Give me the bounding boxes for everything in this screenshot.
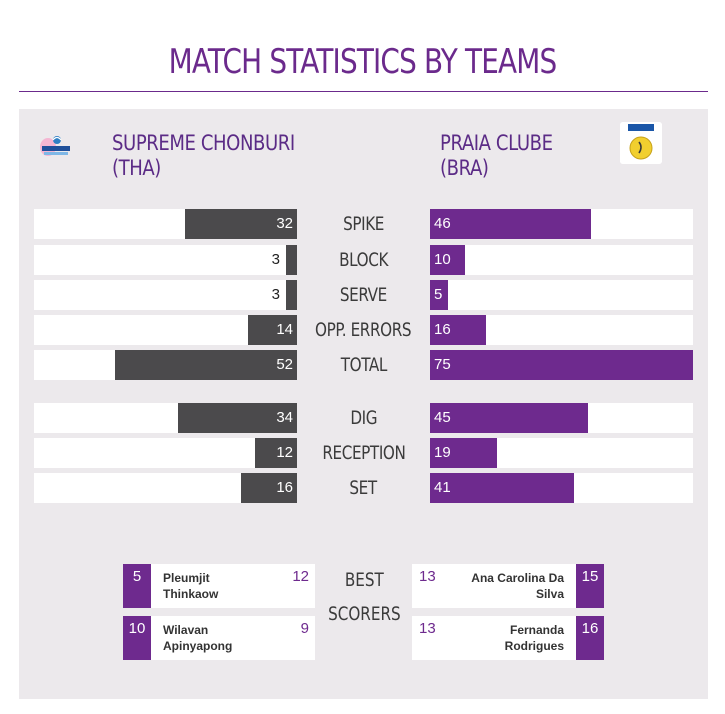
best-scorer-left-2: 10 Wilavan Apinyapong 9 (123, 616, 315, 660)
scorer-points: 13 (419, 568, 436, 585)
stat-row-dig: 34 45 DIG (34, 403, 693, 433)
bar-right (430, 403, 588, 433)
bar-left (286, 245, 297, 275)
category-label: TOTAL (297, 350, 430, 380)
team-left-name-line1: SUPREME CHONBURI (112, 131, 295, 155)
bar-left (241, 473, 297, 503)
value-label-right: 75 (434, 356, 451, 373)
bar-right (430, 315, 486, 345)
team-left-name-line2: (THA) (112, 156, 161, 180)
bar-right (430, 350, 693, 380)
row-track-right (430, 280, 693, 310)
value-label-right: 46 (434, 215, 451, 232)
stat-row-spike: 32 46 SPIKE (34, 209, 693, 239)
scorer-name: Pleumjit Thinkaow (163, 570, 218, 602)
bar-right (430, 280, 448, 310)
praia-clube-dentil-logo-icon (620, 122, 662, 164)
scorer-name-line1: Fernanda (509, 623, 564, 637)
scorer-number: 16 (576, 616, 604, 660)
scorer-name: Ana Carolina Da Silva (471, 570, 564, 602)
bar-right (430, 438, 497, 468)
stat-row-opp-errors: 14 16 OPP. ERRORS (34, 315, 693, 345)
best-scorers-label-line1: BEST (344, 569, 384, 591)
scorer-points: 13 (419, 620, 436, 637)
bar-left (255, 438, 297, 468)
team-right-name: PRAIA CLUBE (BRA) (440, 131, 553, 180)
row-track-left (34, 438, 297, 468)
category-label: BLOCK (297, 245, 430, 275)
scorer-name-line2: Silva (535, 587, 564, 601)
best-scorer-right-1: 13 Ana Carolina Da Silva 15 (412, 564, 604, 608)
scorer-name-line2: Rodrigues (504, 639, 564, 653)
row-track-right (430, 245, 693, 275)
value-label-left: 14 (276, 321, 293, 338)
category-label: OPP. ERRORS (297, 315, 430, 345)
category-label-text: RECEPTION (321, 442, 406, 464)
page-title: MATCH STATISTICS BY TEAMS (168, 42, 558, 82)
best-scorers-label: BEST SCORERS (316, 563, 412, 631)
value-label-right: 16 (434, 321, 451, 338)
value-label-right: 19 (434, 444, 451, 461)
scorer-name-line2: Apinyapong (163, 639, 233, 653)
value-label-right: 5 (434, 286, 443, 303)
category-label-text: OPP. ERRORS (315, 319, 412, 341)
scorer-points: 9 (300, 620, 309, 637)
value-label-right: 41 (434, 479, 451, 496)
value-label-left: 3 (271, 251, 280, 268)
bar-right (430, 473, 574, 503)
best-scorer-right-2: 13 Fernanda Rodrigues 16 (412, 616, 604, 660)
category-label: RECEPTION (297, 438, 430, 468)
bar-left (286, 280, 297, 310)
bar-left (185, 209, 297, 239)
title-divider (19, 91, 708, 92)
value-label-left: 52 (276, 356, 293, 373)
supreme-logo-icon (38, 133, 72, 159)
bar-right (430, 245, 465, 275)
category-label-text: SERVE (339, 284, 387, 306)
stat-row-total: 52 75 TOTAL (34, 350, 693, 380)
category-label-text: BLOCK (339, 249, 388, 271)
category-label: SERVE (297, 280, 430, 310)
value-label-left: 32 (276, 215, 293, 232)
bar-right (430, 209, 591, 239)
value-label-left: 12 (276, 444, 293, 461)
row-track-left (34, 245, 297, 275)
bar-left (248, 315, 297, 345)
scorer-points: 12 (292, 568, 309, 585)
scorer-number: 5 (123, 564, 151, 608)
value-label-right: 10 (434, 251, 451, 268)
bar-left (178, 403, 297, 433)
stat-row-serve: 3 5 SERVE (34, 280, 693, 310)
stat-row-reception: 12 19 RECEPTION (34, 438, 693, 468)
best-scorers-label-line2: SCORERS (327, 603, 401, 625)
row-track-left (34, 280, 297, 310)
scorer-number: 10 (123, 616, 151, 660)
bar-left (115, 350, 297, 380)
scorer-number: 15 (576, 564, 604, 608)
scorer-name-line1: Pleumjit (163, 571, 210, 585)
category-label: SET (297, 473, 430, 503)
category-label: SPIKE (297, 209, 430, 239)
value-label-left: 3 (271, 286, 280, 303)
category-label-text: SPIKE (343, 213, 384, 235)
scorer-name-line2: Thinkaow (163, 587, 219, 601)
stat-row-block: 3 10 BLOCK (34, 245, 693, 275)
value-label-right: 45 (434, 409, 451, 426)
stat-row-set: 16 41 SET (34, 473, 693, 503)
scorer-name-line1: Wilavan (163, 623, 209, 637)
category-label-text: DIG (350, 407, 377, 429)
scorer-name: Wilavan Apinyapong (163, 622, 232, 654)
scorer-name-line1: Ana Carolina Da (471, 571, 564, 585)
best-scorer-left-1: 5 Pleumjit Thinkaow 12 (123, 564, 315, 608)
category-label-text: SET (349, 477, 378, 499)
category-label-text: TOTAL (340, 354, 387, 376)
value-label-left: 34 (276, 409, 293, 426)
value-label-left: 16 (276, 479, 293, 496)
category-label: DIG (297, 403, 430, 433)
scorer-name: Fernanda Rodrigues (505, 622, 564, 654)
team-left-name: SUPREME CHONBURI (THA) (112, 131, 301, 181)
